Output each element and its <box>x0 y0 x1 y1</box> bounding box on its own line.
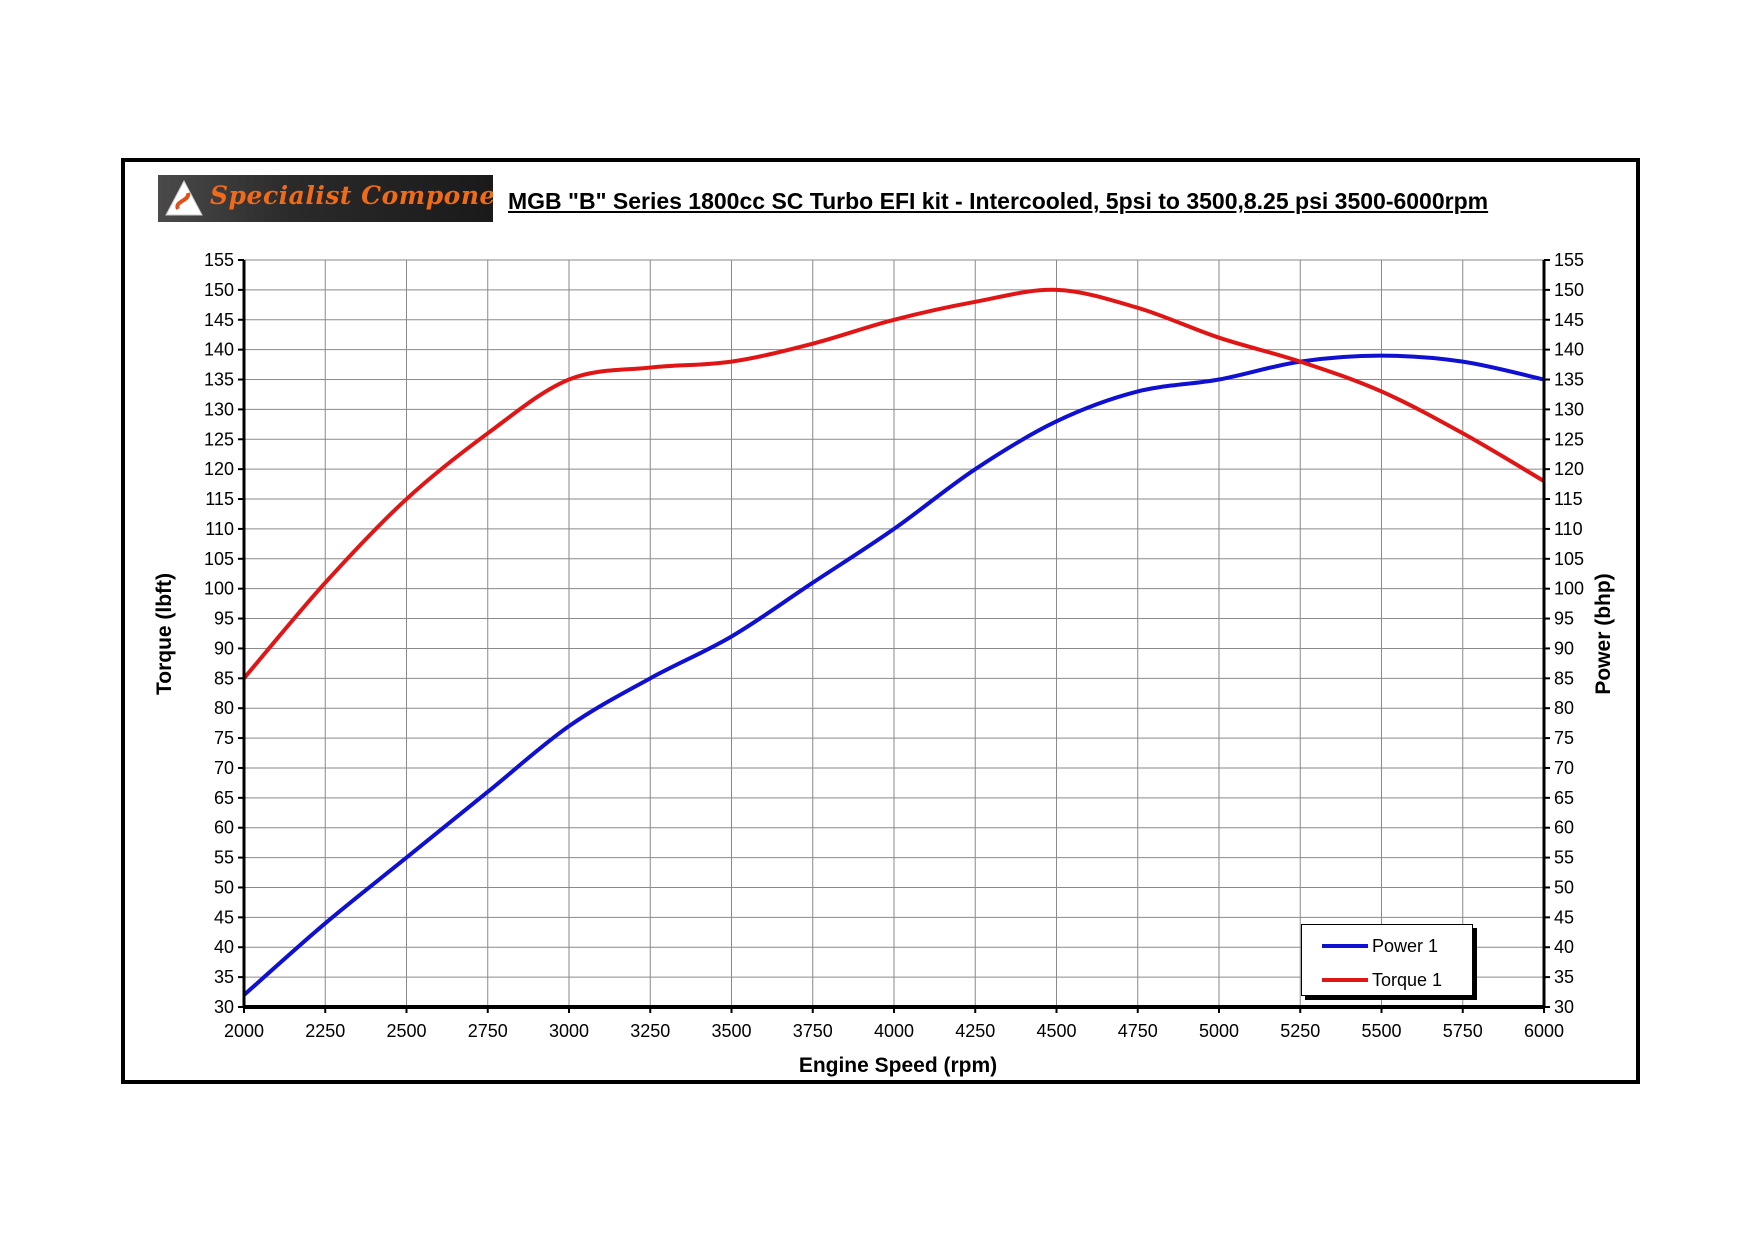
y2-tick-label: 115 <box>1554 489 1583 509</box>
x-tick-label: 4250 <box>955 1021 995 1041</box>
x-tick-label: 3750 <box>793 1021 833 1041</box>
y-tick-label: 55 <box>214 848 234 868</box>
series-line-torque-1 <box>242 287 1546 680</box>
y-tick-label: 135 <box>204 370 234 390</box>
y-tick-label: 65 <box>214 788 234 808</box>
x-tick-label: 5250 <box>1280 1021 1320 1041</box>
legend: Power 1 Torque 1 <box>1301 924 1473 996</box>
y2-tick-label: 95 <box>1554 609 1574 629</box>
y2-tick-label: 145 <box>1554 310 1584 330</box>
y-tick-label: 110 <box>205 519 234 539</box>
logo: Specialist Components <box>158 175 493 222</box>
y-tick-label: 115 <box>205 489 234 509</box>
y2-tick-label: 75 <box>1554 728 1574 748</box>
x-tick-label: 6000 <box>1524 1021 1564 1041</box>
legend-item-torque: Torque 1 <box>1322 968 1442 992</box>
y2-tick-label: 155 <box>1554 250 1584 270</box>
y-tick-label: 50 <box>214 877 234 897</box>
y-tick-label: 35 <box>214 967 234 987</box>
y2-tick-label: 30 <box>1554 997 1574 1017</box>
y2-tick-label: 150 <box>1554 280 1584 300</box>
y2-tick-label: 45 <box>1554 907 1574 927</box>
y2-tick-label: 110 <box>1554 519 1583 539</box>
y2-tick-label: 85 <box>1554 668 1574 688</box>
x-tick-label: 4000 <box>874 1021 914 1041</box>
x-tick-label: 5500 <box>1361 1021 1401 1041</box>
y2-tick-label: 120 <box>1554 459 1584 479</box>
y-tick-label: 155 <box>204 250 234 270</box>
y2-tick-label: 50 <box>1554 877 1574 897</box>
x-tick-label: 2750 <box>468 1021 508 1041</box>
y2-tick-label: 60 <box>1554 818 1574 838</box>
y2-tick-label: 130 <box>1554 399 1584 419</box>
y-tick-label: 105 <box>204 549 234 569</box>
legend-swatch-power <box>1322 944 1368 948</box>
y2-tick-label: 105 <box>1554 549 1584 569</box>
y-tick-label: 150 <box>204 280 234 300</box>
legend-label-torque: Torque 1 <box>1372 969 1443 990</box>
y-axis-label: Torque (lbft) <box>153 573 176 695</box>
y2-tick-label: 35 <box>1554 967 1574 987</box>
y-tick-label: 100 <box>204 579 234 599</box>
y-tick-label: 60 <box>214 818 234 838</box>
y-tick-label: 120 <box>204 459 234 479</box>
x-tick-label: 2500 <box>386 1021 426 1041</box>
x-tick-label: 4500 <box>1036 1021 1076 1041</box>
x-tick-label: 5750 <box>1443 1021 1483 1041</box>
x-tick-label: 2000 <box>224 1021 264 1041</box>
y2-tick-label: 70 <box>1554 758 1574 778</box>
y-tick-label: 70 <box>214 758 234 778</box>
y2-tick-label: 55 <box>1554 848 1574 868</box>
y2-tick-label: 100 <box>1554 579 1584 599</box>
legend-label-power: Power 1 <box>1372 935 1439 956</box>
y2-tick-label: 125 <box>1554 429 1584 449</box>
y2-tick-label: 90 <box>1554 638 1574 658</box>
x-tick-label: 3500 <box>711 1021 751 1041</box>
chart-title: MGB "B" Series 1800cc SC Turbo EFI kit -… <box>508 188 1489 214</box>
logo-text: Specialist Components <box>210 181 493 210</box>
y-tick-label: 125 <box>204 429 234 449</box>
y-tick-label: 80 <box>214 698 234 718</box>
y-tick-label: 130 <box>204 399 234 419</box>
y-tick-label: 40 <box>214 937 234 957</box>
x-tick-label: 5000 <box>1199 1021 1239 1041</box>
x-tick-label: 4750 <box>1118 1021 1158 1041</box>
legend-item-power: Power 1 <box>1322 934 1438 958</box>
y2-tick-label: 80 <box>1554 698 1574 718</box>
y-tick-label: 95 <box>214 609 234 629</box>
x-axis-label: Engine Speed (rpm) <box>799 1054 997 1077</box>
y2-tick-label: 40 <box>1554 937 1574 957</box>
x-tick-label: 2250 <box>305 1021 345 1041</box>
y-tick-label: 30 <box>214 997 234 1017</box>
y-tick-label: 75 <box>214 728 234 748</box>
y2-tick-label: 65 <box>1554 788 1574 808</box>
y2-axis-label: Power (bhp) <box>1592 573 1615 694</box>
x-tick-label: 3000 <box>549 1021 589 1041</box>
series-line-power-1 <box>242 353 1545 997</box>
y-tick-label: 140 <box>204 340 234 360</box>
y-tick-label: 85 <box>214 668 234 688</box>
y-tick-label: 45 <box>214 907 234 927</box>
x-tick-label: 3250 <box>630 1021 670 1041</box>
y-tick-label: 90 <box>214 638 234 658</box>
y-tick-label: 145 <box>204 310 234 330</box>
logo-mark-icon <box>165 179 203 216</box>
legend-swatch-torque <box>1322 978 1368 982</box>
y2-tick-label: 140 <box>1554 340 1584 360</box>
y2-tick-label: 135 <box>1554 370 1584 390</box>
